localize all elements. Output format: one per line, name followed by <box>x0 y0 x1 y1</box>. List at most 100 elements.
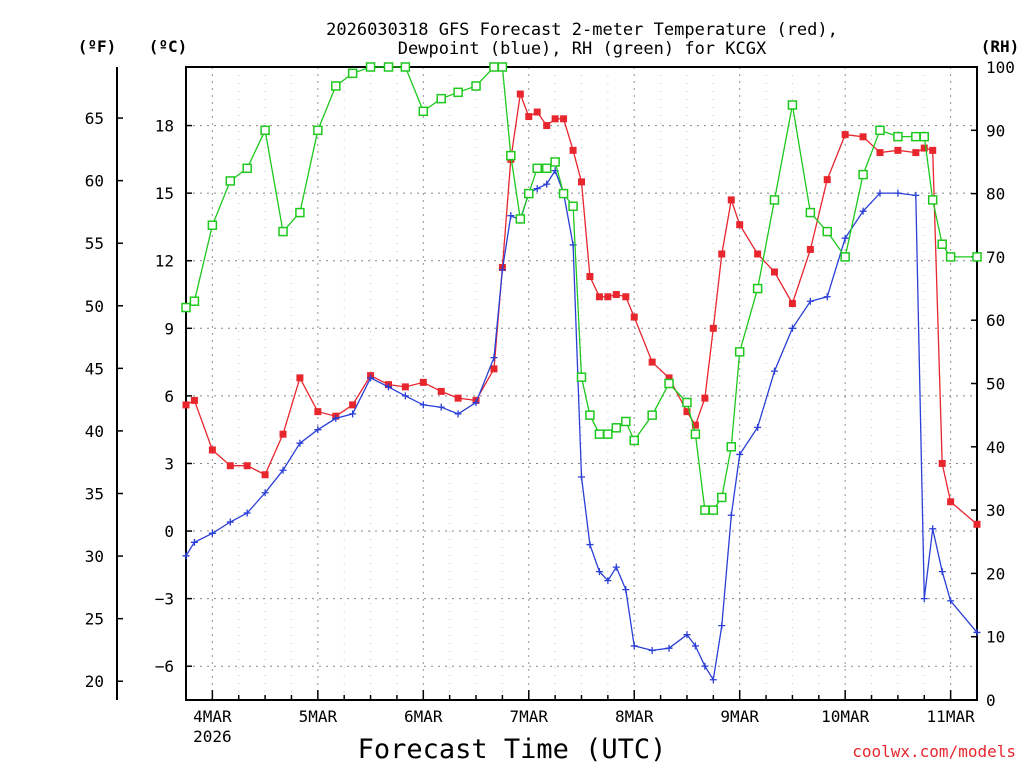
dewpoint-point <box>349 410 357 418</box>
temperature-point <box>454 394 462 402</box>
x-tick-label: 6MAR <box>404 707 443 726</box>
temperature-point <box>736 221 744 229</box>
fahrenheit-tick-label: 25 <box>85 610 104 629</box>
temperature-point <box>973 520 981 528</box>
chart-title-line1: 2026030318 GFS Forecast 2-meter Temperat… <box>326 20 838 40</box>
dewpoint-point <box>472 399 480 407</box>
dewpoint-point <box>498 266 506 274</box>
rh-point <box>524 188 534 199</box>
dewpoint-point <box>973 628 981 636</box>
temperature-point <box>586 272 594 280</box>
dewpoint-point <box>419 401 427 409</box>
dewpoint-point <box>367 374 375 382</box>
celsius-tick-label: 12 <box>155 252 174 271</box>
plot-frame <box>185 66 978 701</box>
dewpoint-point <box>876 189 884 197</box>
rh-point <box>347 68 358 79</box>
rh-point <box>189 296 200 306</box>
rh-point <box>734 347 745 357</box>
dewpoint-point <box>754 423 762 431</box>
dewpoint-point <box>261 489 269 497</box>
dewpoint-point <box>296 439 304 447</box>
dewpoint-point <box>543 180 551 188</box>
dewpoint-point <box>490 354 498 362</box>
rh-point <box>568 201 578 212</box>
dewpoint-point <box>578 473 585 481</box>
rh-point <box>436 93 446 104</box>
x-tick-sublabel: 2026 <box>193 727 232 746</box>
dewpoint-point <box>279 466 287 474</box>
fahrenheit-tick-label: 40 <box>85 422 104 441</box>
rh-point <box>726 442 737 452</box>
temperature-point <box>718 250 726 258</box>
x-tick-label: 11MAR <box>927 707 976 726</box>
rh-tick-label: 90 <box>986 121 1005 140</box>
temperature-point <box>665 374 673 382</box>
rh-tick-label: 20 <box>986 564 1005 583</box>
temperature-point <box>604 293 612 301</box>
temperature-point <box>525 113 533 121</box>
rh-point <box>489 62 499 72</box>
fahrenheit-tick-label: 50 <box>85 297 104 316</box>
rh-point <box>558 188 569 199</box>
rh-tick-label: 10 <box>986 628 1005 647</box>
fahrenheit-tick-label: 65 <box>85 109 104 128</box>
rh-point <box>225 176 236 186</box>
dewpoint-point <box>938 568 946 576</box>
temperature-point <box>437 387 445 395</box>
dewpoint-point <box>701 662 709 670</box>
dewpoint-point <box>894 189 902 197</box>
dewpoint-point <box>859 207 867 215</box>
dewpoint-point <box>929 525 937 533</box>
rh-point <box>937 239 947 249</box>
temperature-point <box>727 196 735 204</box>
rh-tick-label: 80 <box>986 185 1005 204</box>
dewpoint-point <box>243 509 251 517</box>
rh-tick-label: 0 <box>986 691 996 710</box>
rh-point <box>717 492 727 503</box>
temperature-point <box>226 462 234 470</box>
dewpoint-point <box>806 297 814 305</box>
temperature-point <box>560 115 568 123</box>
temperature-point <box>595 293 603 301</box>
rh-point <box>331 81 341 91</box>
rh-point <box>541 163 552 174</box>
rh-point <box>515 214 526 224</box>
rh-point <box>181 302 191 313</box>
dewpoint-point <box>947 597 955 605</box>
temperature-point <box>419 378 427 386</box>
dewpoint-point <box>683 631 691 639</box>
axes-layer: 20 25 30 35 40 45 50 55 60 65 −6 −3 0 3 6 9 12 15 18 0 10 20 3… <box>85 58 1015 746</box>
dewpoint-point <box>190 538 198 546</box>
temperature-point <box>771 268 779 276</box>
temperature-point <box>533 108 541 116</box>
rh-point <box>708 505 719 515</box>
fahrenheit-tick-label: 20 <box>85 672 104 691</box>
credit-link[interactable]: coolwx.com/models <box>852 742 1016 761</box>
rh-point <box>875 125 885 136</box>
dewpoint-point <box>823 293 831 301</box>
temperature-point <box>859 133 867 141</box>
dewpoint-point <box>226 518 234 526</box>
dewpoint-point <box>736 450 744 458</box>
fahrenheit-tick-label: 60 <box>85 172 104 191</box>
rh-point <box>400 62 411 72</box>
rh-tick-label: 40 <box>986 438 1005 457</box>
dewpoint-point <box>533 185 541 193</box>
rh-point <box>822 226 832 237</box>
x-tick-label: 8MAR <box>615 707 654 726</box>
dewpoint-point <box>665 644 673 652</box>
rh-point <box>647 410 657 420</box>
temperature-point <box>938 459 946 467</box>
temperature-point <box>516 90 524 98</box>
temperature-point <box>754 250 762 258</box>
fahrenheit-tick-label: 45 <box>85 359 104 378</box>
rh-point <box>603 429 613 439</box>
x-axis-title: Forecast Time (UTC) <box>358 734 667 765</box>
celsius-tick-label: 0 <box>164 522 174 541</box>
rh-point <box>576 372 587 382</box>
temperature-point <box>876 149 884 157</box>
rh-point <box>911 131 921 142</box>
x-tick-label: 7MAR <box>510 707 549 726</box>
dewpoint-point <box>182 552 190 560</box>
